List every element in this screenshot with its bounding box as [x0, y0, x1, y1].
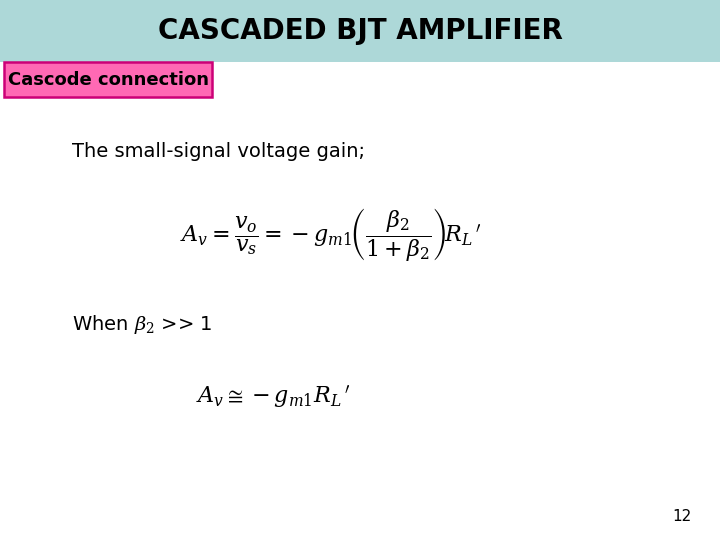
Text: $A_v \cong -g_{m1}R_L\,'$: $A_v \cong -g_{m1}R_L\,'$: [196, 383, 351, 410]
Text: CASCADED BJT AMPLIFIER: CASCADED BJT AMPLIFIER: [158, 17, 562, 45]
Text: The small-signal voltage gain;: The small-signal voltage gain;: [72, 141, 365, 161]
Text: $A_v = \dfrac{v_o}{v_s} = -g_{m1}\!\left(\dfrac{\beta_2}{1+\beta_2}\right)\!R_L\: $A_v = \dfrac{v_o}{v_s} = -g_{m1}\!\left…: [180, 206, 482, 264]
Text: 12: 12: [672, 509, 691, 524]
Text: Cascode connection: Cascode connection: [7, 71, 209, 89]
Text: When $\beta_2$ >> 1: When $\beta_2$ >> 1: [72, 313, 212, 335]
